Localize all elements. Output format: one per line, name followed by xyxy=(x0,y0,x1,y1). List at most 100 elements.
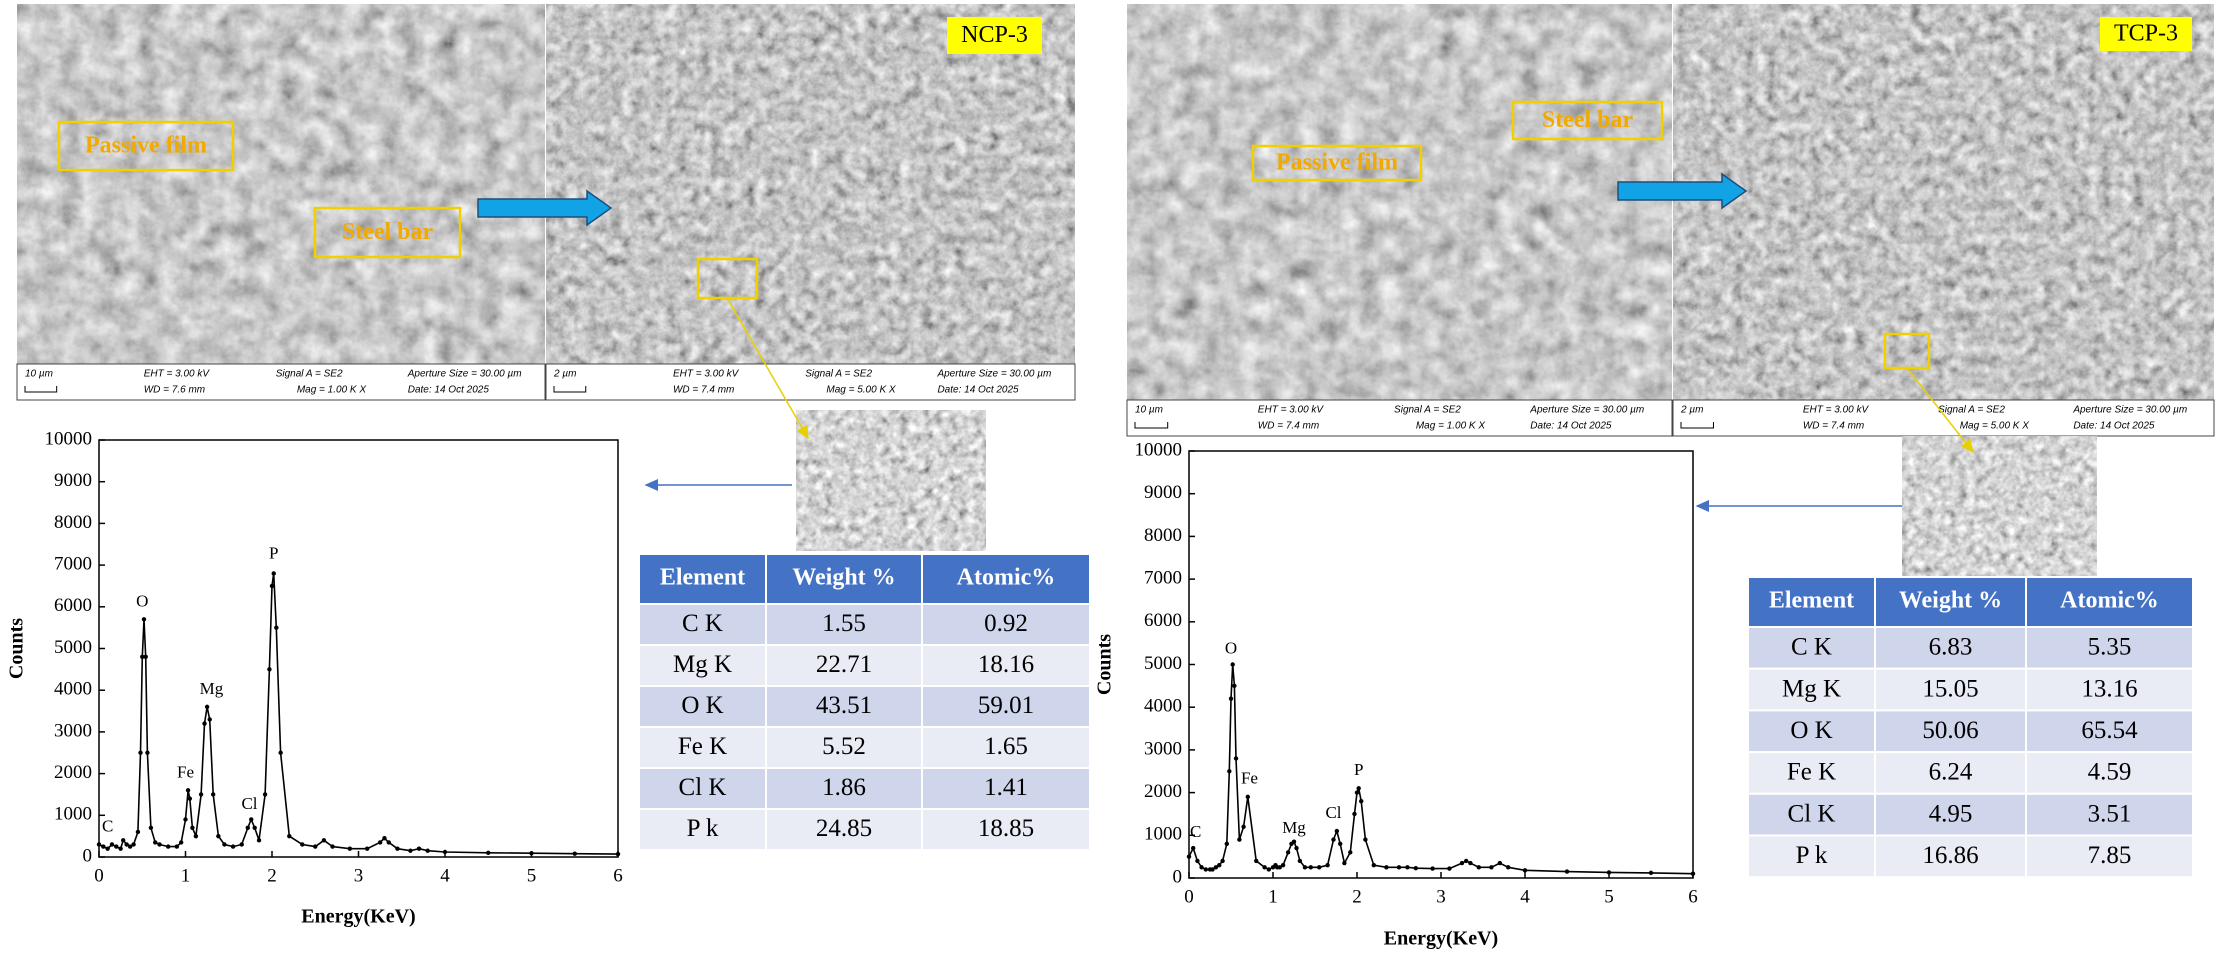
spectrum-point xyxy=(1413,865,1419,871)
table-text: 0.92 xyxy=(984,610,1028,637)
spectrum-point xyxy=(1459,860,1465,866)
table-text: Cl K xyxy=(1788,800,1836,827)
info-bar xyxy=(16,363,546,401)
sample-tag-box xyxy=(947,17,1042,54)
spectrum-point xyxy=(148,825,154,831)
spectrum-point xyxy=(1220,858,1225,864)
spectrum-point xyxy=(1325,862,1330,868)
spectrum-point xyxy=(1266,867,1272,872)
table-cell xyxy=(1874,834,2027,879)
spectrum-line xyxy=(1188,664,1694,875)
sample-tag-box xyxy=(2100,17,2192,51)
eht-label: EHT = 3.00 kV xyxy=(1258,405,1325,416)
spectrum-point xyxy=(572,851,577,856)
table-cell xyxy=(1747,626,1876,670)
spectrum-point xyxy=(1210,867,1215,872)
table-header: Weight % xyxy=(1899,588,2002,614)
y-tick-label: 7000 xyxy=(1144,567,1182,588)
table-cell xyxy=(2025,834,2194,879)
spectrum-point xyxy=(1690,871,1696,876)
y-tick-label: 9000 xyxy=(54,470,92,491)
spectrum-point xyxy=(143,654,148,660)
table-cell xyxy=(1747,834,1876,879)
table-text: 4.95 xyxy=(1929,800,1973,827)
x-tick-label: 2 xyxy=(267,865,277,886)
spectrum-point xyxy=(256,838,262,843)
zoom-connector xyxy=(1906,367,1974,454)
peak-label: O xyxy=(136,592,148,611)
spectrum-point xyxy=(1227,769,1232,774)
spectrum-point xyxy=(1213,865,1219,870)
x-tick-label: 5 xyxy=(527,865,537,886)
spectrum-point xyxy=(1371,862,1377,868)
spectrum-point xyxy=(204,704,210,710)
table-text: Cl K xyxy=(679,774,727,801)
spectrum-line xyxy=(98,573,619,855)
table-text: 18.85 xyxy=(978,815,1034,842)
x-tick-label: 6 xyxy=(1688,886,1698,907)
table-cell xyxy=(765,603,923,646)
spectrum-point xyxy=(1308,865,1314,870)
aperture-label: Aperture Size = 30.00 µm xyxy=(1529,405,1644,416)
spectrum-point xyxy=(271,571,276,576)
passive-film-label: Passive film xyxy=(1276,150,1398,176)
table-header-cell xyxy=(638,553,767,605)
table-cell xyxy=(921,685,1091,728)
spectrum-point xyxy=(1224,841,1230,847)
table-cell xyxy=(921,644,1091,687)
table-text: O K xyxy=(1790,717,1832,744)
peak-label: Cl xyxy=(1325,803,1341,822)
x-axis-label: Energy(KeV) xyxy=(1384,928,1498,950)
sample-tag: NCP-3 xyxy=(961,22,1028,48)
spectrum-point xyxy=(1191,845,1196,851)
info-bar xyxy=(545,363,1076,401)
spectrum-point xyxy=(131,842,136,847)
info-bar xyxy=(1672,399,2215,437)
zoom-connector xyxy=(726,297,809,440)
table-text: 1.86 xyxy=(822,774,866,801)
x-tick-label: 6 xyxy=(613,865,623,886)
table-text: C K xyxy=(682,610,723,637)
spectrum-point xyxy=(1522,868,1528,873)
zoom-arrow xyxy=(1617,172,1748,210)
y-tick-label: 5000 xyxy=(1144,653,1182,674)
y-tick-label: 8000 xyxy=(1144,525,1182,546)
table-text: Fe K xyxy=(678,733,727,760)
spectrum-point xyxy=(198,792,204,797)
spectrum-point xyxy=(267,667,272,672)
table-text: 43.51 xyxy=(816,692,872,719)
plot-frame xyxy=(98,439,619,858)
peak-label: Fe xyxy=(177,763,194,782)
spectrum-point xyxy=(1405,865,1410,870)
table-cell xyxy=(1747,709,1876,754)
spectrum-point xyxy=(262,792,268,797)
spectrum-point xyxy=(216,833,221,839)
spectrum-point xyxy=(252,825,257,831)
y-tick-label: 6000 xyxy=(1144,610,1182,631)
peak-label: P xyxy=(269,544,278,563)
spectrum-point xyxy=(425,848,430,853)
spectrum-point xyxy=(1233,756,1239,761)
table-cell xyxy=(921,767,1091,810)
table-cell xyxy=(2025,751,2194,795)
spectrum-point xyxy=(121,838,126,843)
signal-label: Signal A = SE2 xyxy=(1938,405,2005,416)
aperture-label: Aperture Size = 30.00 µm xyxy=(407,369,522,380)
spectrum-point xyxy=(1497,860,1503,866)
spectrum-point xyxy=(185,788,191,793)
x-tick-label: 1 xyxy=(181,865,191,886)
table-header: Weight % xyxy=(792,565,895,591)
spectrum-point xyxy=(141,617,147,622)
table-header: Element xyxy=(1769,588,1854,614)
table-text: Mg K xyxy=(1782,675,1841,702)
table-text: 24.85 xyxy=(816,815,872,842)
x-tick-label: 3 xyxy=(354,865,364,886)
spectrum-point xyxy=(1291,839,1297,844)
spectrum-point xyxy=(1384,865,1389,870)
spectrum-point xyxy=(101,844,106,849)
spectrum-point xyxy=(178,840,184,845)
y-tick-label: 0 xyxy=(1173,866,1183,887)
info-bar xyxy=(1126,399,1673,437)
x-tick-label: 0 xyxy=(1184,886,1194,907)
table-text: 65.54 xyxy=(2081,717,2138,744)
